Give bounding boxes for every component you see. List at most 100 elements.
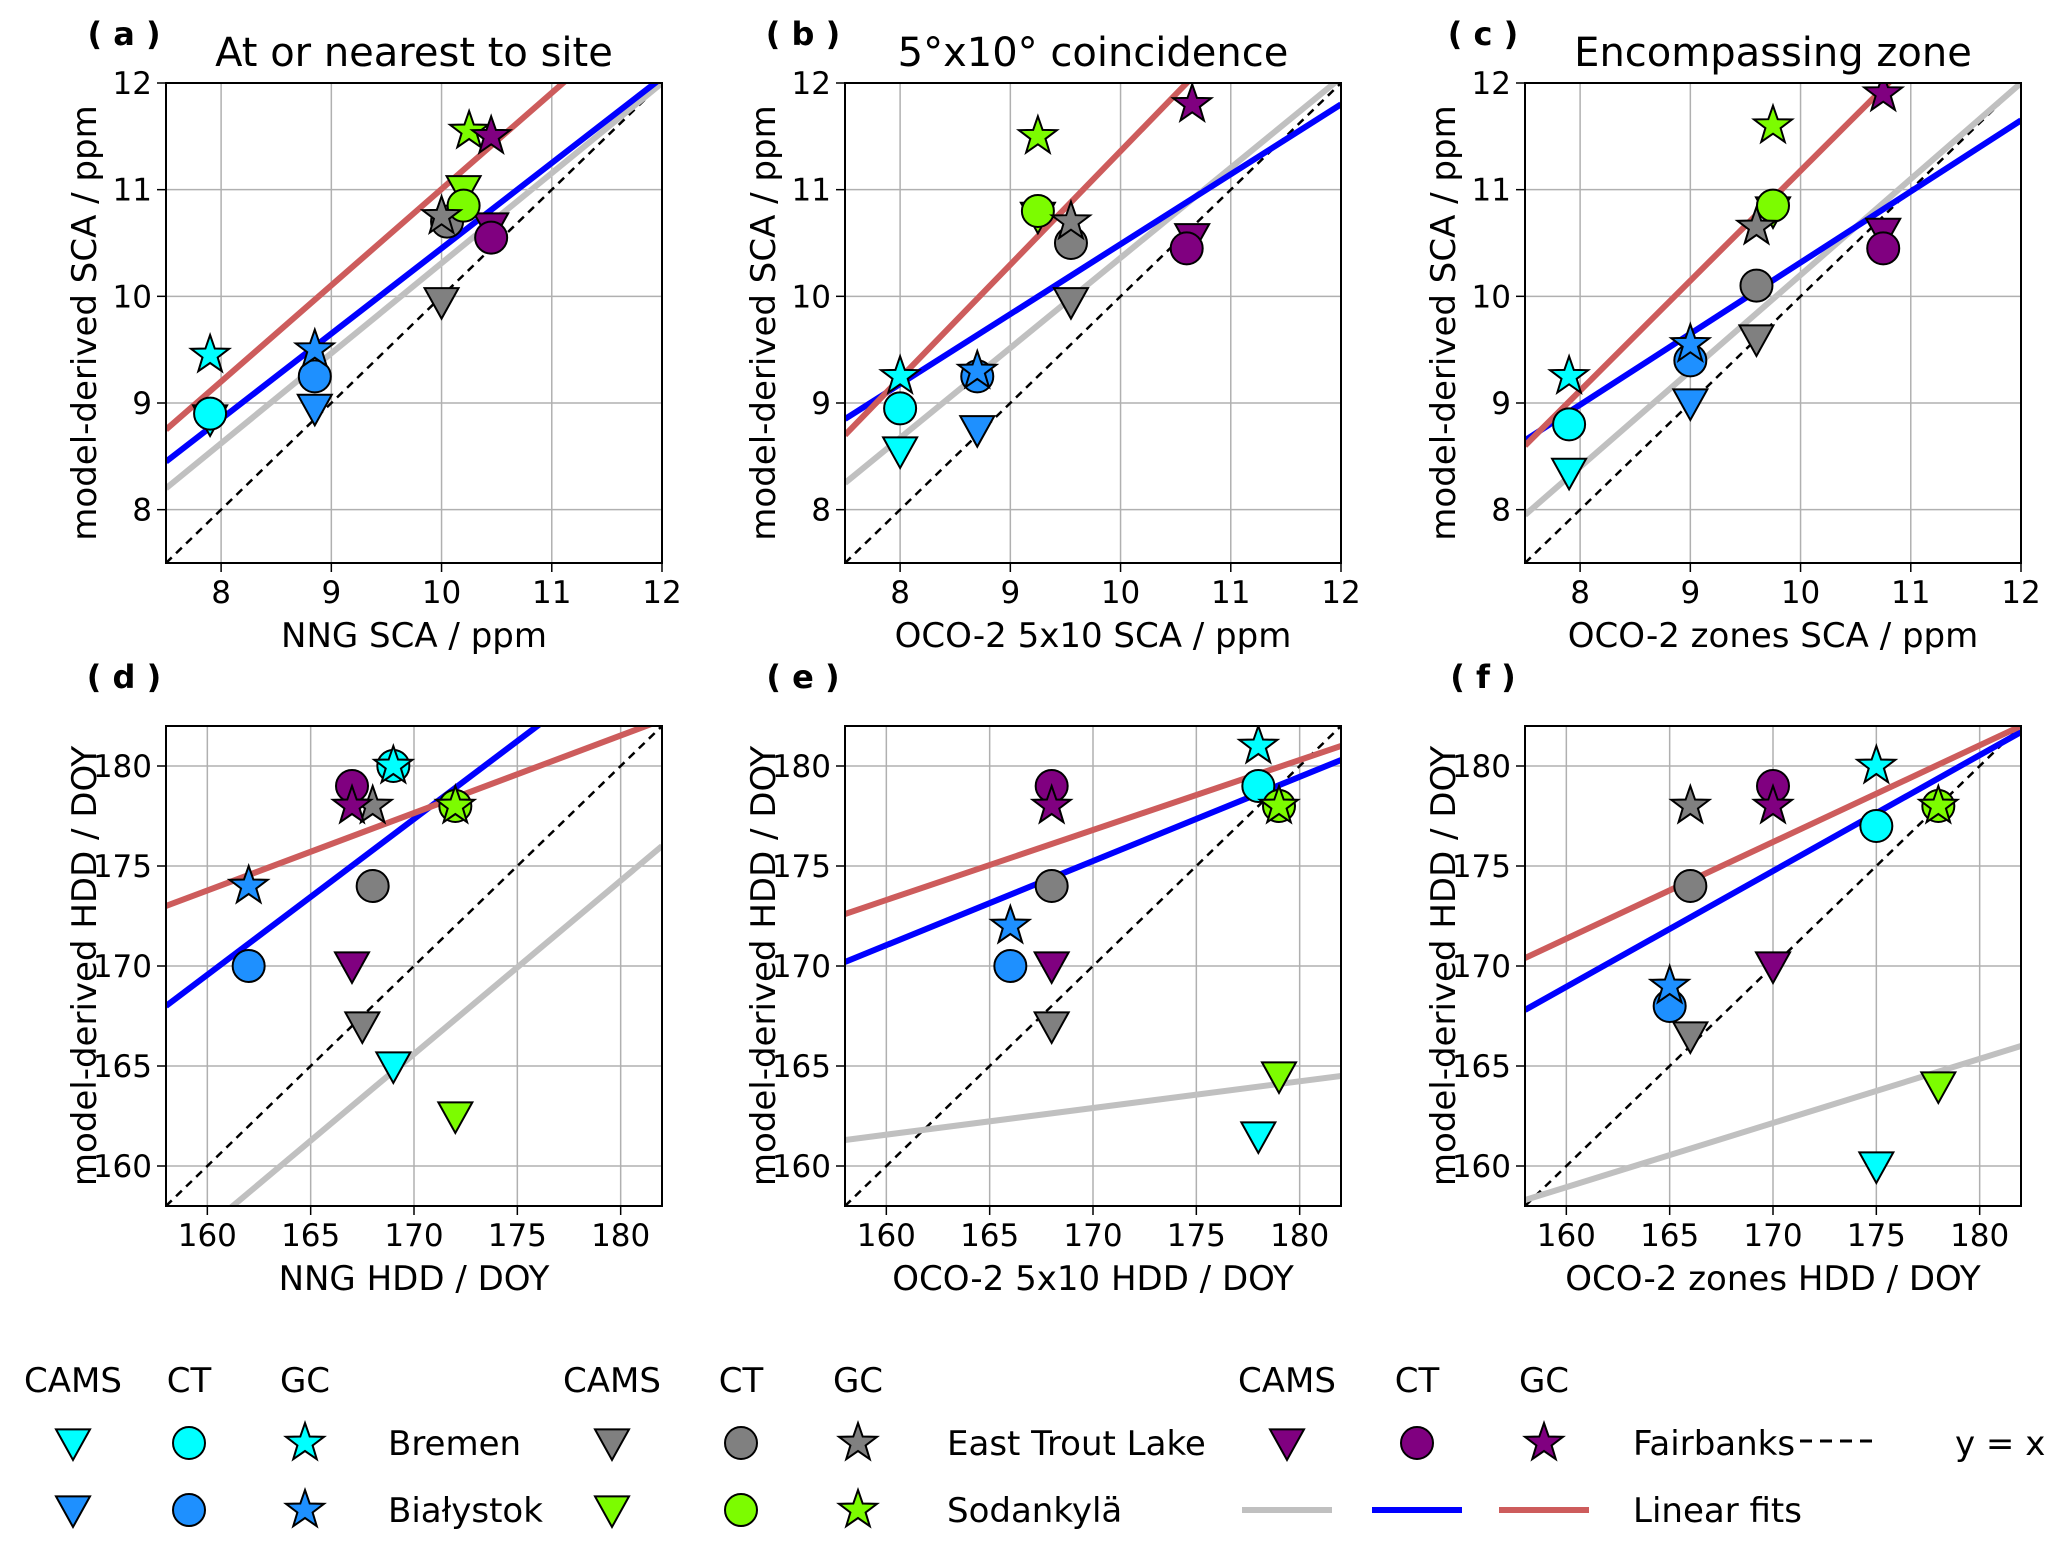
legend-model: GC xyxy=(1519,1361,1569,1401)
marker-triangle xyxy=(1032,1011,1071,1046)
x-tick-label: 175 xyxy=(1167,1218,1226,1254)
fit-line xyxy=(845,1073,1341,1143)
legend-model: CAMS xyxy=(563,1361,661,1401)
marker-triangle xyxy=(374,1051,413,1086)
marker-triangle xyxy=(343,1011,382,1046)
axes-frame xyxy=(844,82,1342,564)
marker-circle xyxy=(993,949,1028,983)
y-axis-label: model-derived HDD / DOY xyxy=(744,746,784,1187)
x-tick-label: 180 xyxy=(1270,1218,1329,1254)
legend-site: Bremen xyxy=(388,1424,521,1464)
marker-star xyxy=(292,326,337,369)
marker-star xyxy=(1861,83,1906,113)
plot-area xyxy=(845,83,1341,563)
axes-frame xyxy=(1524,82,2022,564)
marker-triangle xyxy=(1550,457,1588,492)
marker-star xyxy=(1647,962,1692,1005)
panel-title: Encompassing zone xyxy=(1574,30,1972,76)
marker-circle xyxy=(1241,769,1276,803)
marker-star xyxy=(447,107,492,150)
x-tick-label: 8 xyxy=(211,575,231,611)
marker-star xyxy=(1668,782,1713,825)
marker-triangle xyxy=(1239,1121,1278,1156)
panel-label: ( a ) xyxy=(87,15,160,53)
marker-triangle xyxy=(54,1495,92,1530)
legend-model: CT xyxy=(719,1361,764,1401)
plot-area xyxy=(1525,726,2021,1206)
y-tick-label: 170 xyxy=(1452,949,1511,985)
plot-area xyxy=(1525,83,2021,563)
x-axis-label: OCO-2 zones HDD / DOY xyxy=(1565,1259,1981,1299)
identity-line xyxy=(845,83,1341,563)
legend-model: CAMS xyxy=(24,1361,122,1401)
y-axis-label: model-derived SCA / ppm xyxy=(65,105,105,540)
marker-triangle xyxy=(333,951,371,986)
marker-triangle xyxy=(1754,951,1792,986)
marker-star xyxy=(371,742,416,785)
y-tick-label: 11 xyxy=(792,173,831,209)
y-tick-label: 170 xyxy=(93,949,152,985)
y-tick-label: 10 xyxy=(792,279,831,315)
x-tick-label: 9 xyxy=(1000,575,1020,611)
x-axis-label: NNG HDD / DOY xyxy=(279,1259,550,1299)
y-tick-label: 8 xyxy=(1491,493,1511,529)
marker-star xyxy=(1029,782,1074,825)
y-tick-label: 165 xyxy=(93,1049,152,1085)
marker-triangle xyxy=(54,1428,92,1463)
marker-circle xyxy=(724,1493,758,1527)
marker-triangle xyxy=(422,287,461,321)
y-axis-label: model-derived HDD / DOY xyxy=(1424,746,1464,1187)
x-tick-label: 12 xyxy=(1321,575,1360,611)
legend-model: GC xyxy=(833,1361,883,1401)
marker-star xyxy=(1668,321,1713,363)
x-tick-label: 160 xyxy=(1537,1218,1596,1254)
panel-title: At or nearest to site xyxy=(215,30,613,76)
marker-star xyxy=(1170,83,1215,123)
marker-circle xyxy=(1756,188,1790,223)
y-tick-label: 165 xyxy=(772,1049,831,1085)
x-tick-label: 175 xyxy=(488,1218,547,1254)
marker-triangle xyxy=(1260,1061,1298,1096)
plot-area xyxy=(845,726,1341,1206)
marker-star xyxy=(188,331,233,374)
marker-star xyxy=(1257,782,1301,825)
x-tick-label: 12 xyxy=(642,575,681,611)
marker-star xyxy=(469,113,514,155)
x-axis-label: NNG SCA / ppm xyxy=(281,616,547,656)
legend-model: CT xyxy=(1395,1361,1440,1401)
marker-star xyxy=(433,782,478,825)
panel-label: ( b ) xyxy=(766,15,840,53)
y-tick-label: 10 xyxy=(1472,279,1511,315)
marker-circle xyxy=(193,396,228,431)
marker-star xyxy=(1854,742,1899,785)
x-axis-label: OCO-2 zones SCA / ppm xyxy=(1568,616,1979,656)
panel-label: ( e ) xyxy=(766,658,839,696)
marker-circle xyxy=(1673,869,1708,903)
fit-line xyxy=(228,843,662,1206)
fit-line xyxy=(1525,726,2021,961)
x-tick-label: 165 xyxy=(960,1218,1019,1254)
x-tick-label: 10 xyxy=(422,575,461,611)
axes-frame xyxy=(165,82,663,564)
axes-frame xyxy=(165,725,663,1207)
y-tick-label: 160 xyxy=(1452,1149,1511,1185)
legend-site: Fairbanks xyxy=(1633,1424,1795,1464)
x-tick-label: 165 xyxy=(281,1218,340,1254)
marker-circle xyxy=(1866,231,1901,266)
x-tick-label: 8 xyxy=(890,575,910,611)
marker-star xyxy=(419,193,464,235)
marker-star xyxy=(1916,782,1961,825)
identity-line xyxy=(166,726,662,1206)
legend-fits-label: Linear fits xyxy=(1633,1491,1802,1531)
y-tick-label: 175 xyxy=(772,849,831,885)
x-axis-label: OCO-2 5x10 HDD / DOY xyxy=(892,1259,1294,1299)
x-tick-label: 11 xyxy=(532,575,571,611)
marker-star xyxy=(878,353,923,395)
y-tick-label: 9 xyxy=(132,386,152,422)
marker-star xyxy=(1236,726,1281,765)
y-tick-label: 12 xyxy=(113,66,152,102)
marker-triangle xyxy=(1919,1071,1958,1106)
marker-triangle xyxy=(436,1101,475,1136)
panel-label: ( f ) xyxy=(1450,658,1515,696)
